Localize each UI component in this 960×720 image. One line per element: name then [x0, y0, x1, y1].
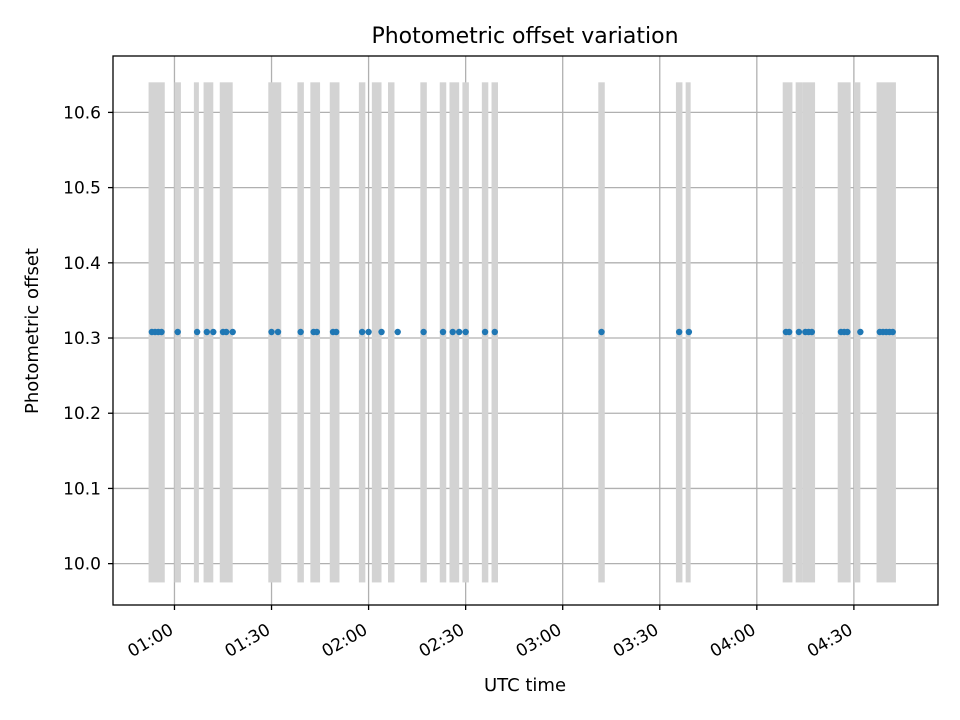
- data-point: [808, 328, 816, 336]
- x-tick-label: 01:30: [222, 620, 274, 662]
- x-axis-ticks: 01:00 01:30 02:00 02:30 03:00 03:30 04:00 04:30: [125, 605, 856, 662]
- data-point: [193, 328, 201, 336]
- x-tick-label: 04:00: [707, 620, 759, 662]
- plot-frame: [112, 55, 939, 606]
- y-tick-label: 10.4: [63, 254, 101, 274]
- data-point: [481, 328, 489, 336]
- x-tick-label: 02:00: [319, 620, 371, 662]
- data-point: [857, 328, 864, 336]
- data-point: [203, 328, 211, 336]
- data-point: [158, 328, 165, 336]
- data-point: [598, 328, 605, 336]
- x-tick-label: 04:30: [804, 620, 856, 662]
- data-point: [455, 328, 463, 336]
- data-point: [174, 328, 181, 336]
- data-point: [785, 328, 793, 336]
- data-point: [268, 328, 275, 336]
- chart-title: Photometric offset variation: [371, 24, 678, 49]
- data-point: [297, 328, 304, 336]
- observation-band: [371, 82, 382, 583]
- data-point: [223, 328, 230, 336]
- data-point: [274, 328, 282, 336]
- data-point: [365, 328, 372, 336]
- data-point: [313, 328, 321, 336]
- data-point: [394, 328, 401, 336]
- data-point: [462, 328, 469, 336]
- y-axis-label: Photometric offset: [22, 248, 43, 414]
- observation-band: [268, 82, 282, 583]
- data-point: [889, 328, 896, 336]
- y-tick-label: 10.6: [63, 103, 101, 123]
- data-point: [795, 328, 803, 336]
- data-point: [685, 328, 693, 336]
- data-point: [420, 328, 427, 336]
- y-tick-label: 10.3: [63, 329, 101, 349]
- observation-band: [853, 82, 861, 583]
- data-points: [148, 328, 896, 336]
- data-point: [449, 328, 456, 336]
- x-axis-label: UTC time: [484, 675, 566, 696]
- x-tick-label: 02:30: [416, 620, 468, 662]
- observation-band: [388, 82, 395, 583]
- y-tick-label: 10.5: [63, 179, 101, 199]
- x-tick-label: 03:00: [513, 620, 565, 662]
- data-point: [358, 328, 366, 336]
- data-point: [491, 328, 498, 336]
- y-tick-label: 10.2: [63, 404, 101, 424]
- data-point: [844, 328, 851, 336]
- data-point: [333, 328, 340, 336]
- y-axis-ticks: 10.0 10.1 10.2 10.3 10.4 10.5 10.6: [63, 103, 113, 575]
- data-point: [378, 328, 385, 336]
- data-point: [210, 328, 217, 336]
- data-point: [675, 328, 683, 336]
- x-tick-label: 01:00: [125, 620, 177, 662]
- y-tick-label: 10.1: [63, 479, 101, 499]
- data-point: [229, 328, 236, 336]
- y-tick-label: 10.0: [63, 555, 101, 575]
- x-tick-label: 03:30: [610, 620, 662, 662]
- data-point: [439, 328, 447, 336]
